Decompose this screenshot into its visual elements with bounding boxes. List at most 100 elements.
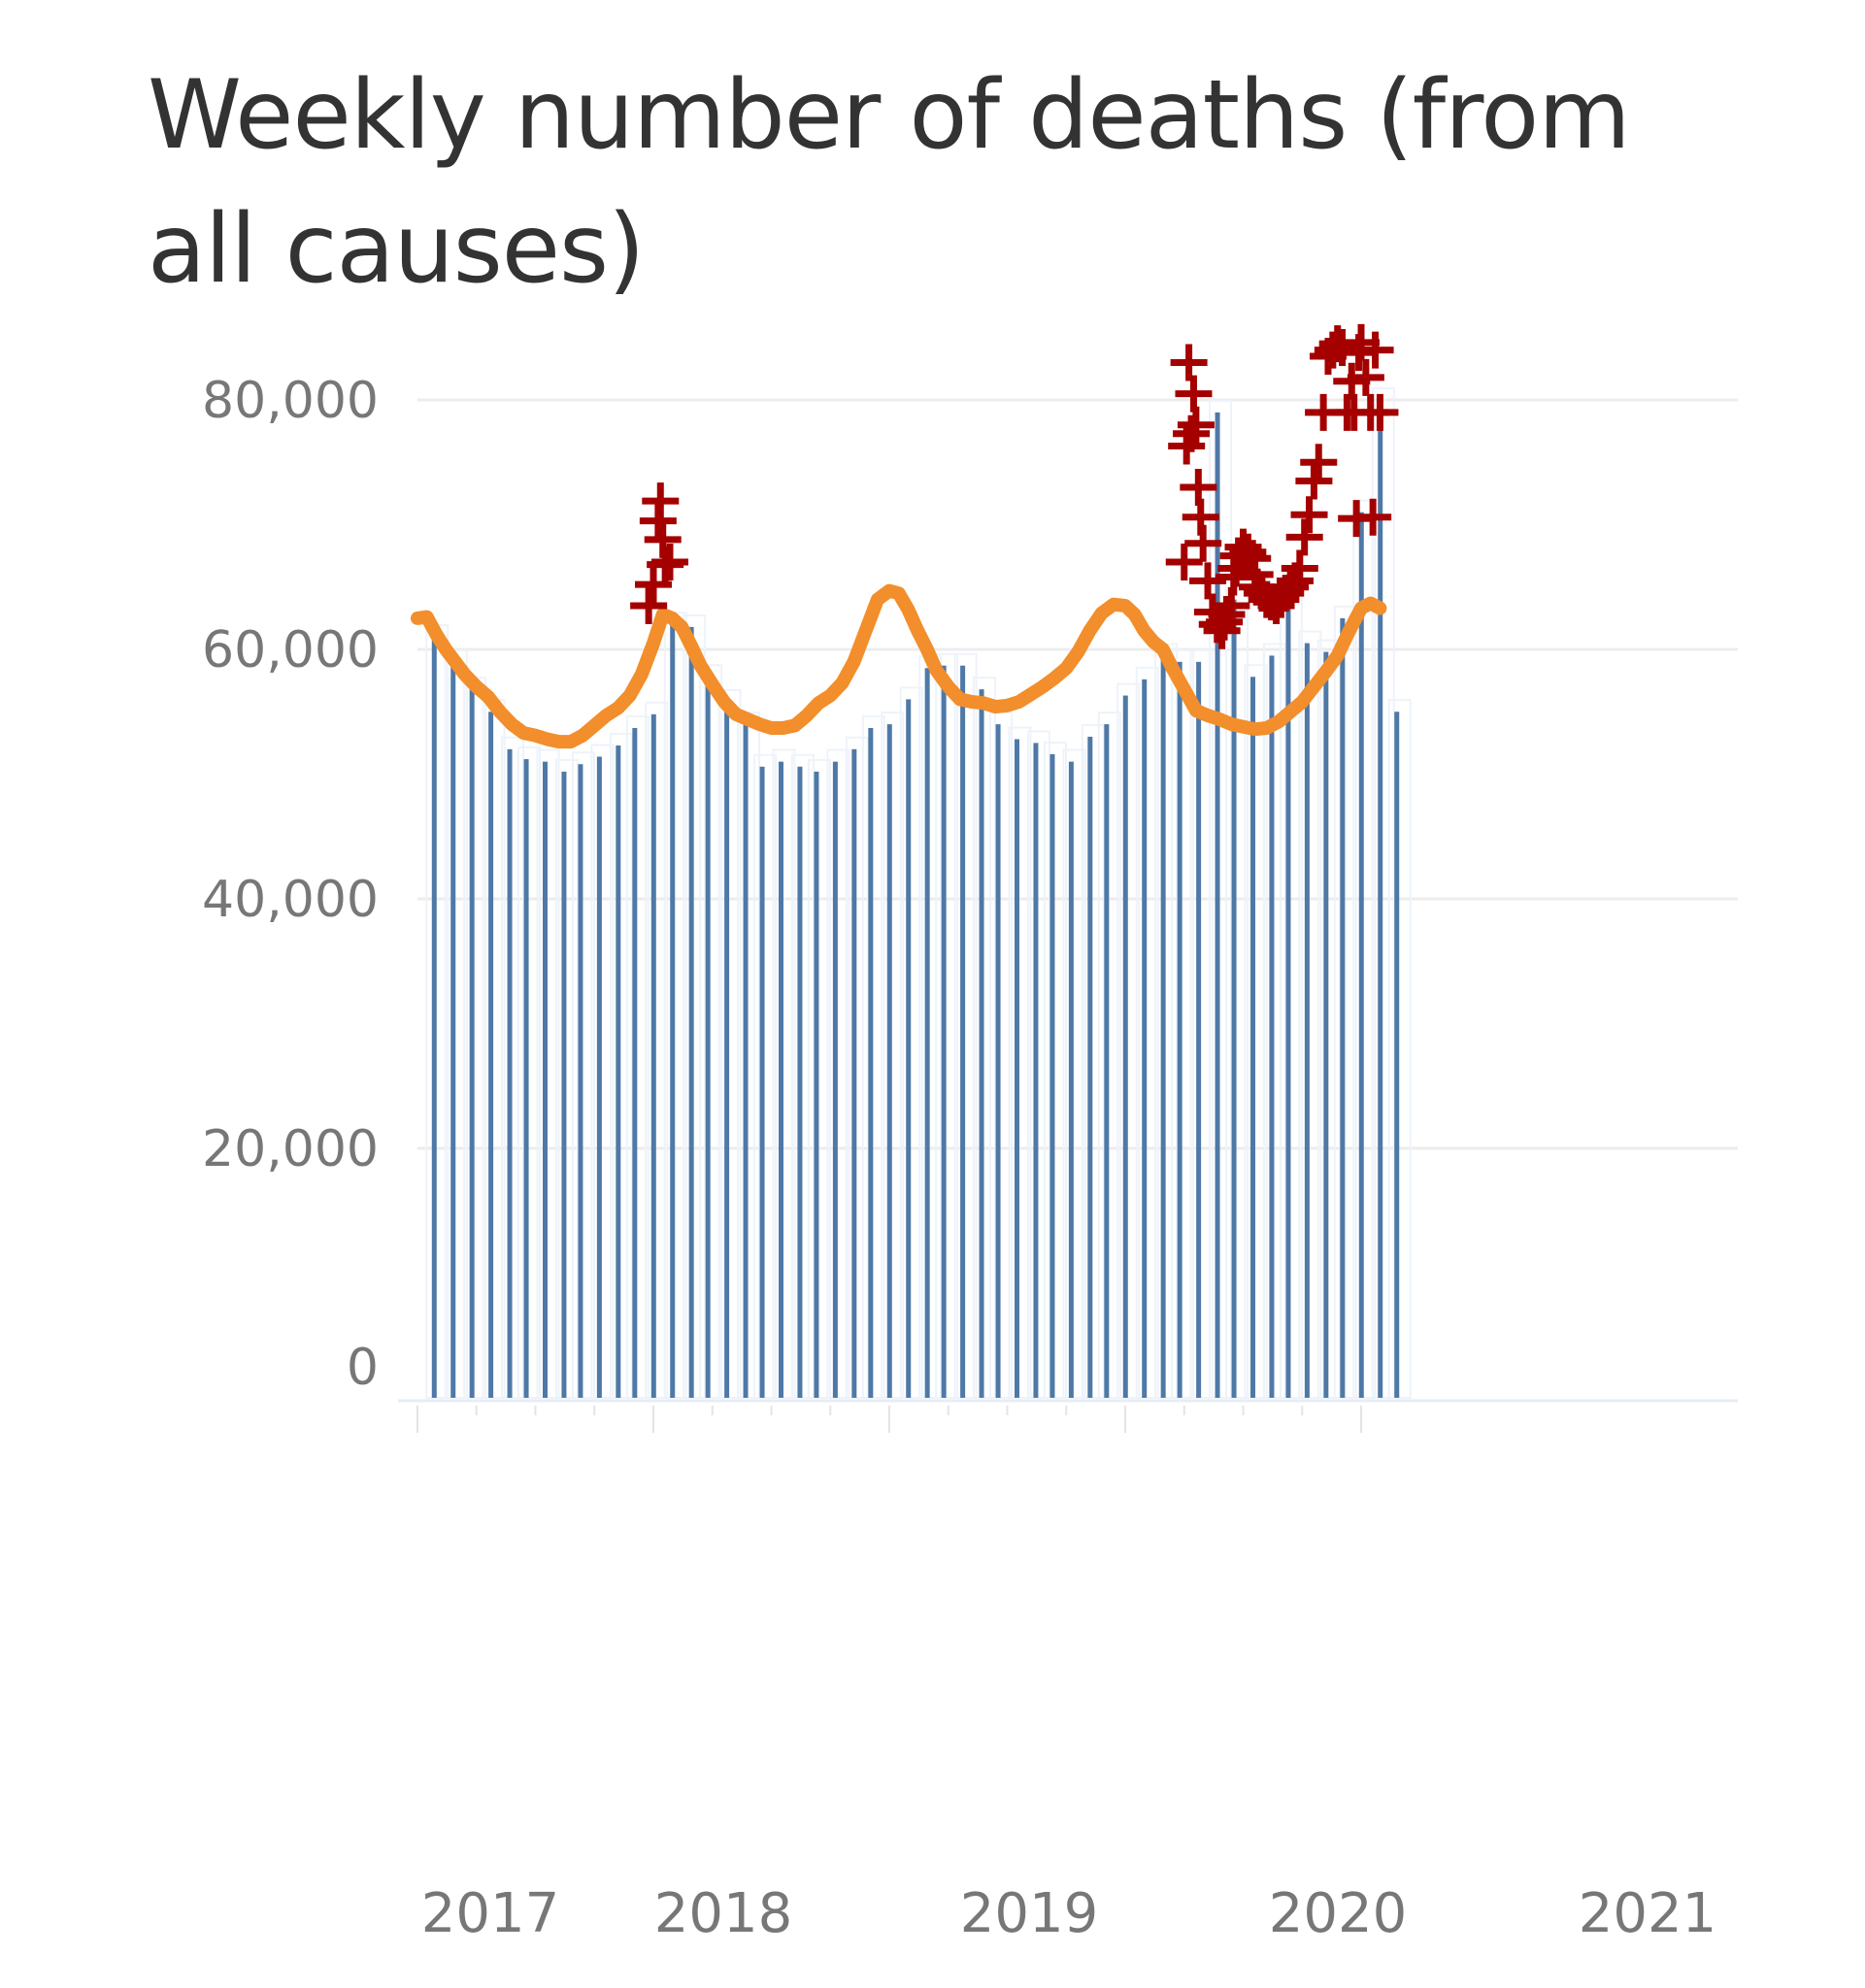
bar-outline bbox=[554, 758, 579, 1399]
bar bbox=[1215, 412, 1220, 1399]
excess-death-marker bbox=[1165, 544, 1203, 581]
excess-death-marker bbox=[1189, 562, 1227, 600]
bar bbox=[1250, 677, 1255, 1398]
excess-death-marker bbox=[642, 482, 680, 520]
bar-outline bbox=[590, 744, 615, 1399]
expected-deaths-line bbox=[411, 583, 1387, 749]
y-tick-label: 40,000 bbox=[202, 871, 379, 929]
excess-death-marker bbox=[1229, 533, 1267, 571]
bar bbox=[1378, 400, 1383, 1398]
bar bbox=[1033, 743, 1039, 1398]
bar bbox=[543, 761, 548, 1398]
bar-outline bbox=[899, 686, 923, 1399]
bar-outline bbox=[845, 736, 869, 1399]
x-tick-label: 2020 bbox=[1269, 1882, 1408, 1945]
bar bbox=[650, 713, 656, 1398]
bar bbox=[632, 727, 638, 1398]
y-tick-label: 80,000 bbox=[202, 372, 379, 430]
y-tick-label: 20,000 bbox=[202, 1120, 379, 1178]
excess-death-marker bbox=[1177, 406, 1215, 444]
bar-outline bbox=[753, 753, 778, 1399]
bar bbox=[1394, 712, 1400, 1398]
bar bbox=[851, 748, 857, 1398]
bar-outline bbox=[826, 748, 850, 1399]
bar bbox=[1323, 651, 1329, 1398]
bar-outline bbox=[536, 748, 560, 1399]
bar bbox=[960, 665, 966, 1398]
bar bbox=[979, 689, 984, 1398]
bar-outline bbox=[1316, 639, 1341, 1399]
bar bbox=[488, 712, 494, 1398]
bar bbox=[705, 677, 711, 1398]
bar-outline bbox=[1008, 726, 1032, 1399]
bar bbox=[450, 661, 456, 1398]
bar bbox=[743, 724, 749, 1398]
bar-outline bbox=[973, 677, 997, 1399]
bar bbox=[670, 624, 676, 1398]
bar bbox=[1196, 661, 1202, 1398]
bar-outline bbox=[953, 652, 978, 1399]
bar bbox=[832, 761, 838, 1398]
bar bbox=[523, 759, 529, 1398]
bar bbox=[596, 756, 602, 1398]
excess-death-marker bbox=[1272, 568, 1310, 606]
x-tick-label: 2018 bbox=[654, 1882, 793, 1945]
bar-outline bbox=[1135, 666, 1159, 1399]
y-tick-label: 0 bbox=[347, 1339, 379, 1397]
bar-outline bbox=[1026, 730, 1050, 1399]
bar-outline bbox=[501, 736, 525, 1399]
bar bbox=[1285, 606, 1291, 1398]
bar bbox=[1269, 655, 1275, 1398]
bar-outline bbox=[571, 751, 595, 1399]
bar-outline bbox=[1352, 499, 1377, 1399]
bar-outline bbox=[683, 613, 707, 1399]
bar bbox=[868, 727, 874, 1398]
bar-outline bbox=[1081, 723, 1105, 1399]
bar-outline bbox=[1333, 605, 1357, 1399]
x-axis: 2017 2018 2019 2020 2021 bbox=[398, 1399, 1738, 1945]
bar-outline bbox=[772, 748, 796, 1399]
bar-outline bbox=[517, 746, 542, 1399]
excess-death-marker bbox=[1356, 331, 1394, 369]
excess-death-marker bbox=[1173, 414, 1211, 452]
bar bbox=[941, 665, 947, 1398]
bar bbox=[886, 724, 892, 1398]
bar bbox=[688, 626, 694, 1398]
bar bbox=[1358, 512, 1364, 1398]
excess-death-marker bbox=[1285, 518, 1323, 556]
bar-series bbox=[425, 387, 1412, 1400]
gridlines bbox=[417, 398, 1738, 1150]
bar bbox=[1122, 695, 1128, 1398]
excess-death-marker bbox=[1281, 549, 1318, 587]
bar-outline bbox=[861, 714, 885, 1399]
bar-outline bbox=[1171, 648, 1195, 1399]
excess-death-marker bbox=[1290, 496, 1328, 534]
bar bbox=[779, 761, 783, 1398]
bar-outline bbox=[717, 688, 742, 1399]
bar bbox=[1304, 643, 1310, 1398]
x-tick-label: 2019 bbox=[960, 1882, 1099, 1945]
excess-death-marker bbox=[630, 587, 668, 625]
y-tick-label: 60,000 bbox=[202, 621, 379, 679]
bar-outline bbox=[807, 758, 831, 1399]
bar-outline bbox=[935, 652, 959, 1399]
bar bbox=[469, 689, 475, 1398]
bar-outline bbox=[1097, 712, 1121, 1399]
y-axis: 0 20,000 40,000 60,000 80,000 bbox=[202, 372, 379, 1397]
bar bbox=[1177, 661, 1182, 1398]
excess-death-marker bbox=[635, 566, 672, 604]
bar-outline bbox=[444, 648, 468, 1399]
bar bbox=[995, 724, 1001, 1398]
baseline-line-series bbox=[411, 583, 1387, 749]
bar bbox=[1015, 739, 1019, 1398]
bar-outline bbox=[1244, 664, 1268, 1399]
bar-outline bbox=[645, 701, 669, 1399]
bar-outline bbox=[609, 732, 633, 1399]
excess-death-marker bbox=[1361, 393, 1399, 431]
bar-outline bbox=[1116, 682, 1141, 1399]
bar-outline bbox=[1371, 387, 1395, 1399]
excess-death-marker bbox=[1354, 498, 1392, 536]
bar-outline bbox=[790, 753, 815, 1399]
excess-death-marker bbox=[1295, 462, 1333, 500]
